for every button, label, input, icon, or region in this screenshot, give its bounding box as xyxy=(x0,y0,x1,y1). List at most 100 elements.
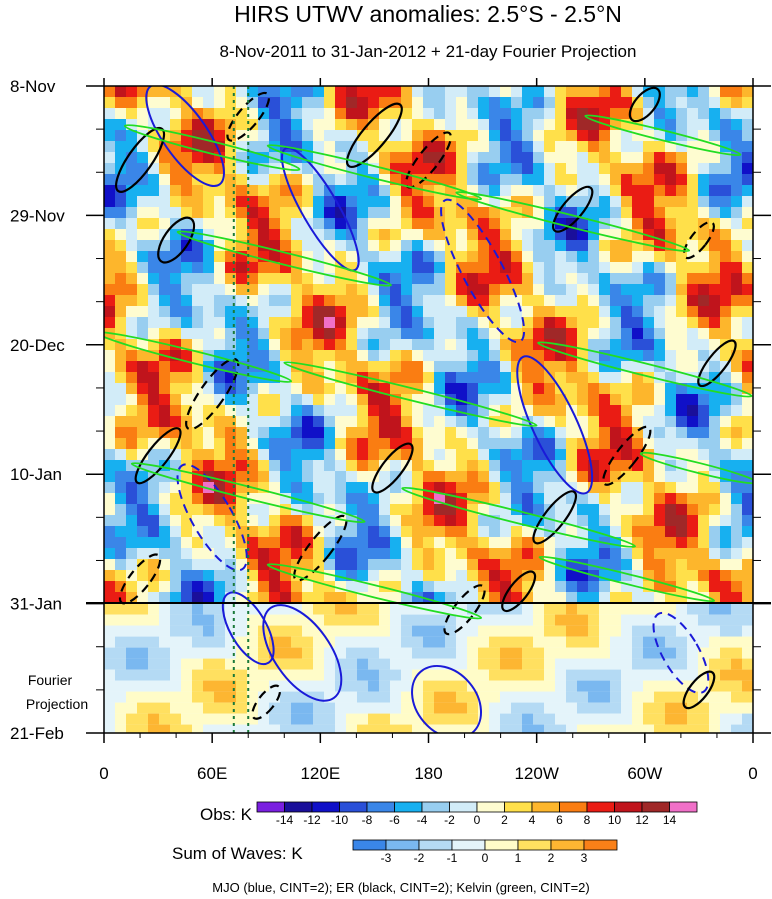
heat-cell xyxy=(192,152,203,163)
heat-cell xyxy=(148,196,159,207)
projection-cell xyxy=(258,691,269,703)
heat-cell xyxy=(621,185,632,196)
projection-cell xyxy=(456,614,467,626)
heat-cell xyxy=(555,284,566,295)
heat-cell xyxy=(687,350,698,361)
heat-cell xyxy=(676,163,687,174)
heat-cell xyxy=(687,273,698,284)
projection-cell xyxy=(522,702,533,714)
projection-cell xyxy=(335,603,346,615)
heat-cell xyxy=(258,218,269,229)
heat-cell xyxy=(214,548,225,559)
heat-cell xyxy=(720,570,731,581)
heat-cell xyxy=(676,196,687,207)
projection-cell xyxy=(379,702,390,714)
heat-cell xyxy=(236,482,247,493)
projection-cell xyxy=(104,614,115,626)
heat-cell xyxy=(621,438,632,449)
heat-cell xyxy=(599,152,610,163)
heat-cell xyxy=(621,108,632,119)
colorbar-box xyxy=(641,801,670,813)
heat-cell xyxy=(324,295,335,306)
heat-cell xyxy=(522,559,533,570)
heat-cell xyxy=(632,229,643,240)
heat-cell xyxy=(335,196,346,207)
heat-cell xyxy=(676,240,687,251)
heat-cell xyxy=(247,504,258,515)
heat-cell xyxy=(621,306,632,317)
heat-cell xyxy=(357,339,368,350)
heat-cell xyxy=(500,119,511,130)
projection-cell xyxy=(104,691,115,703)
heat-cell xyxy=(610,570,621,581)
projection-cell xyxy=(687,669,698,681)
heat-cell xyxy=(467,317,478,328)
projection-cell xyxy=(423,724,434,733)
heat-cell xyxy=(280,548,291,559)
heat-cell xyxy=(555,295,566,306)
heat-cell xyxy=(687,295,698,306)
heat-cell xyxy=(511,383,522,394)
heat-cell xyxy=(445,97,456,108)
heat-cell xyxy=(533,251,544,262)
projection-cell xyxy=(148,713,159,725)
heat-cell xyxy=(412,493,423,504)
projection-cell xyxy=(687,713,698,725)
heat-cell xyxy=(687,108,698,119)
heat-cell xyxy=(533,185,544,196)
heat-cell xyxy=(731,97,742,108)
projection-cell xyxy=(720,658,731,670)
heat-cell xyxy=(115,328,126,339)
heat-cell xyxy=(610,383,621,394)
heat-cell xyxy=(423,592,434,603)
heat-cell xyxy=(511,449,522,460)
heat-cell xyxy=(104,119,115,130)
heat-cell xyxy=(467,394,478,405)
heat-cell xyxy=(401,306,412,317)
heat-cell xyxy=(368,229,379,240)
heat-cell xyxy=(742,97,753,108)
heat-cell xyxy=(511,405,522,416)
heat-cell xyxy=(544,493,555,504)
projection-cell xyxy=(368,614,379,626)
heat-cell xyxy=(522,218,533,229)
heat-cell xyxy=(258,328,269,339)
heat-cell xyxy=(500,581,511,592)
heat-cell xyxy=(302,449,313,460)
heat-cell xyxy=(533,86,544,97)
heat-cell xyxy=(368,416,379,427)
heat-cell xyxy=(390,317,401,328)
heat-cell xyxy=(588,559,599,570)
heat-cell xyxy=(346,537,357,548)
heat-cell xyxy=(643,570,654,581)
heat-cell xyxy=(115,394,126,405)
heat-cell xyxy=(236,86,247,97)
heat-cell xyxy=(214,438,225,449)
kelvin-contour xyxy=(123,124,301,172)
heat-cell xyxy=(170,361,181,372)
heat-cell xyxy=(280,350,291,361)
heat-cell xyxy=(203,317,214,328)
heat-cell xyxy=(478,427,489,438)
heat-cell xyxy=(522,119,533,130)
projection-cell xyxy=(390,713,401,725)
colorbar-tick-label: -10 xyxy=(331,813,349,827)
projection-cell xyxy=(247,658,258,670)
heat-cell xyxy=(148,152,159,163)
heat-cell xyxy=(324,152,335,163)
heat-cell xyxy=(720,174,731,185)
projection-cell xyxy=(280,636,291,648)
projection-cell xyxy=(566,658,577,670)
heat-cell xyxy=(368,163,379,174)
heat-cell xyxy=(225,460,236,471)
heat-cell xyxy=(687,141,698,152)
heat-cell xyxy=(687,482,698,493)
heat-cell xyxy=(742,251,753,262)
heat-cell xyxy=(236,229,247,240)
heat-cell xyxy=(555,570,566,581)
projection-cell xyxy=(588,625,599,637)
projection-cell xyxy=(709,702,720,714)
heat-cell xyxy=(621,361,632,372)
heat-cell xyxy=(291,537,302,548)
heat-cell xyxy=(324,339,335,350)
